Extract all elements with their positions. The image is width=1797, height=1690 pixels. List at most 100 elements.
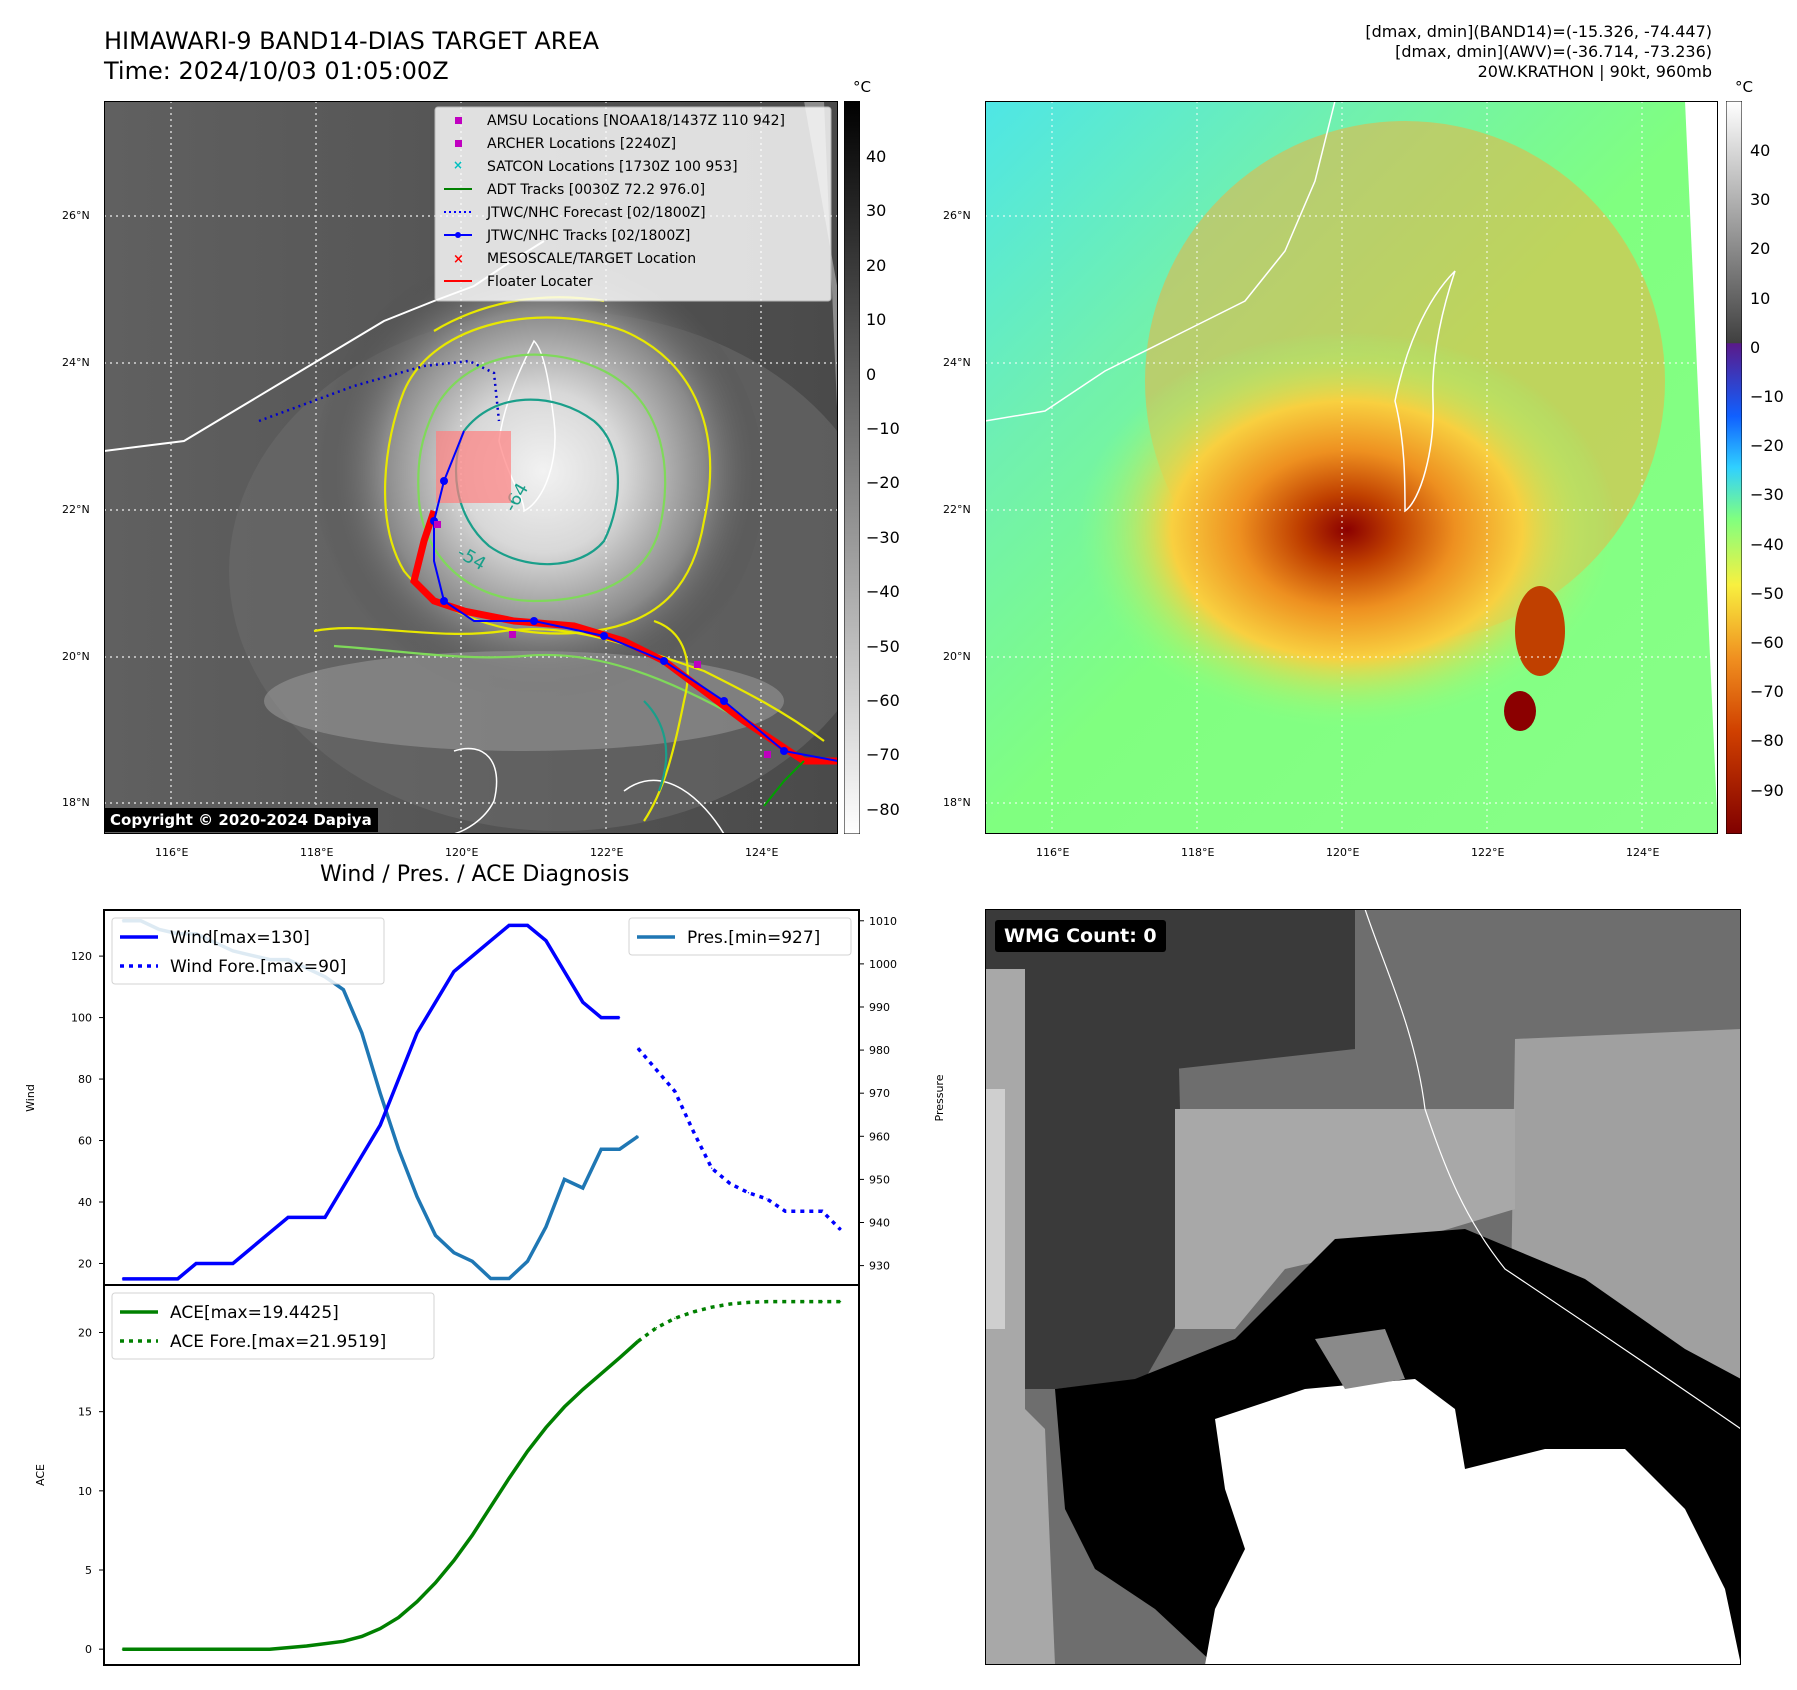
legend-amsu: AMSU Locations [NOAA18/1437Z 110 942] — [487, 113, 785, 129]
wind-series-point — [600, 1016, 602, 1019]
copyright-badge: Copyright © 2020-2024 Dapiya — [104, 808, 378, 832]
colorbar-tick: 30 — [1750, 190, 1771, 210]
pressure-tick-label: 970 — [869, 1087, 890, 1100]
colorbar-tick: −40 — [1750, 534, 1784, 554]
pressure-series-point — [637, 1135, 639, 1137]
ace-series-point — [582, 1388, 584, 1391]
ace-series-point — [600, 1373, 602, 1375]
info-line3: 20W.KRATHON | 90kt, 960mb — [1477, 62, 1712, 81]
legend-jtwc-forecast: JTWC/NHC Forecast [02/1800Z] — [486, 205, 706, 221]
colorbar-tick: −60 — [866, 691, 900, 710]
wind-series-point — [619, 1016, 621, 1019]
pressure-series-point — [508, 1277, 510, 1280]
wind-forecast-series-point — [784, 1210, 786, 1212]
ace-forecast-series-point — [766, 1301, 768, 1303]
wind-forecast-series-point — [803, 1210, 805, 1212]
lat-label: 26°N — [62, 209, 90, 222]
wind-series-point — [232, 1262, 234, 1265]
wind-series-point — [361, 1155, 363, 1157]
ace-series-point — [379, 1627, 381, 1630]
lat-label: 20°N — [943, 650, 971, 663]
wind-forecast-series-point — [766, 1198, 768, 1200]
wind-series-point — [490, 940, 492, 942]
ace-series-point — [361, 1635, 363, 1638]
legend-archer: ARCHER Locations [2240Z] — [487, 136, 676, 152]
pressure-tick-label: 1000 — [869, 958, 897, 971]
wind-tick-label: 60 — [78, 1135, 92, 1148]
ace-legend — [111, 1292, 435, 1360]
cloud-contours — [313, 296, 825, 822]
ace-forecast-series-point — [747, 1301, 750, 1304]
lon-label: 116°E — [155, 846, 189, 859]
awv-storm — [1065, 301, 1665, 741]
diagnosis-title: Wind / Pres. / ACE Diagnosis — [320, 862, 630, 887]
pressure-series-point — [361, 1032, 363, 1034]
ace-axis-label: ACE — [34, 1464, 47, 1486]
wind-series-point — [471, 955, 473, 957]
wind-series-point — [508, 924, 510, 926]
pressure-series-point — [379, 1092, 381, 1094]
wind-forecast-series-point — [839, 1229, 842, 1231]
ace-series-point — [526, 1450, 529, 1452]
ace-series-point — [508, 1477, 510, 1479]
pressure-series-point — [471, 1260, 473, 1262]
ace-series-point — [195, 1648, 197, 1650]
colorbar-tick: −50 — [866, 636, 900, 656]
legend-satcon: SATCON Locations [1730Z 100 953] — [487, 159, 738, 175]
ace-tick-label: 20 — [78, 1327, 92, 1340]
lon-label: 120°E — [1326, 846, 1360, 859]
awv-coastlines — [985, 101, 1456, 513]
ace-legend-label: ACE[max=19.4425] — [170, 1303, 339, 1323]
wind-series-point — [526, 924, 529, 926]
info-line2: [dmax, dmin](AWV)=(-36.714, -73.236) — [1395, 42, 1712, 61]
pressure-series-point — [563, 1178, 565, 1180]
legend-mesoscale: MESOSCALE/TARGET Location — [487, 251, 696, 267]
lat-label: 26°N — [943, 209, 971, 222]
svg-text:×: × — [453, 252, 464, 267]
colorbar-tick: 20 — [866, 255, 887, 275]
ace-series-point — [619, 1357, 621, 1359]
archer-points — [434, 521, 771, 758]
colorbar-tick: −80 — [1750, 731, 1784, 751]
jtwc-track — [433, 430, 838, 762]
ace-series-point — [232, 1648, 234, 1650]
storm-cloud — [304, 251, 764, 711]
wind-series-point — [453, 970, 455, 973]
wind-series-point — [416, 1032, 418, 1034]
pressure-series-point — [434, 1234, 437, 1237]
wind-series-point — [545, 940, 547, 942]
colorbar-tick: 10 — [1750, 288, 1771, 308]
ace-series-point — [121, 1648, 124, 1650]
colorbar-right — [1726, 101, 1742, 834]
ace-legend-label: ACE Fore.[max=21.9519] — [170, 1332, 386, 1352]
wind-forecast-series-point — [729, 1182, 731, 1185]
ace-forecast-series-point — [711, 1306, 713, 1308]
lon-label: 118°E — [300, 846, 334, 859]
wind-forecast-series-point — [711, 1167, 713, 1169]
wind-series-point — [140, 1278, 142, 1280]
legend-floater: Floater Locater — [487, 274, 593, 290]
ace-forecast-series-point — [674, 1317, 676, 1319]
diagnosis-chart: 1201008060402010101000990980970960950940… — [24, 909, 946, 1666]
ace-series-point — [471, 1534, 473, 1536]
ace-tick-label: 15 — [78, 1406, 92, 1419]
pressure-tick-label: 950 — [869, 1173, 890, 1186]
colorbar-left-unit: °C — [853, 78, 871, 96]
lat-label: 22°N — [943, 503, 971, 516]
legend-jtwc-tracks: JTWC/NHC Tracks [02/1800Z] — [486, 228, 690, 244]
colorbar-tick: −10 — [1750, 387, 1784, 406]
wind-series-point — [434, 1001, 437, 1003]
ace-forecast-series-point — [803, 1300, 805, 1303]
ace-series-point — [490, 1506, 492, 1508]
colorbar-tick: −50 — [1750, 583, 1784, 603]
pressure-tick-label: 960 — [869, 1130, 890, 1143]
wind-series-point — [398, 1078, 400, 1080]
wind-series-point — [177, 1278, 179, 1280]
ace-series-point — [416, 1601, 418, 1603]
lon-label: 122°E — [590, 846, 624, 859]
wind-forecast-series-point — [692, 1130, 694, 1132]
jtwc-track-points — [430, 477, 788, 755]
wind-tick-label: 20 — [78, 1257, 92, 1270]
colorbar-tick: −90 — [1750, 780, 1784, 800]
lat-label: 24°N — [62, 356, 90, 369]
